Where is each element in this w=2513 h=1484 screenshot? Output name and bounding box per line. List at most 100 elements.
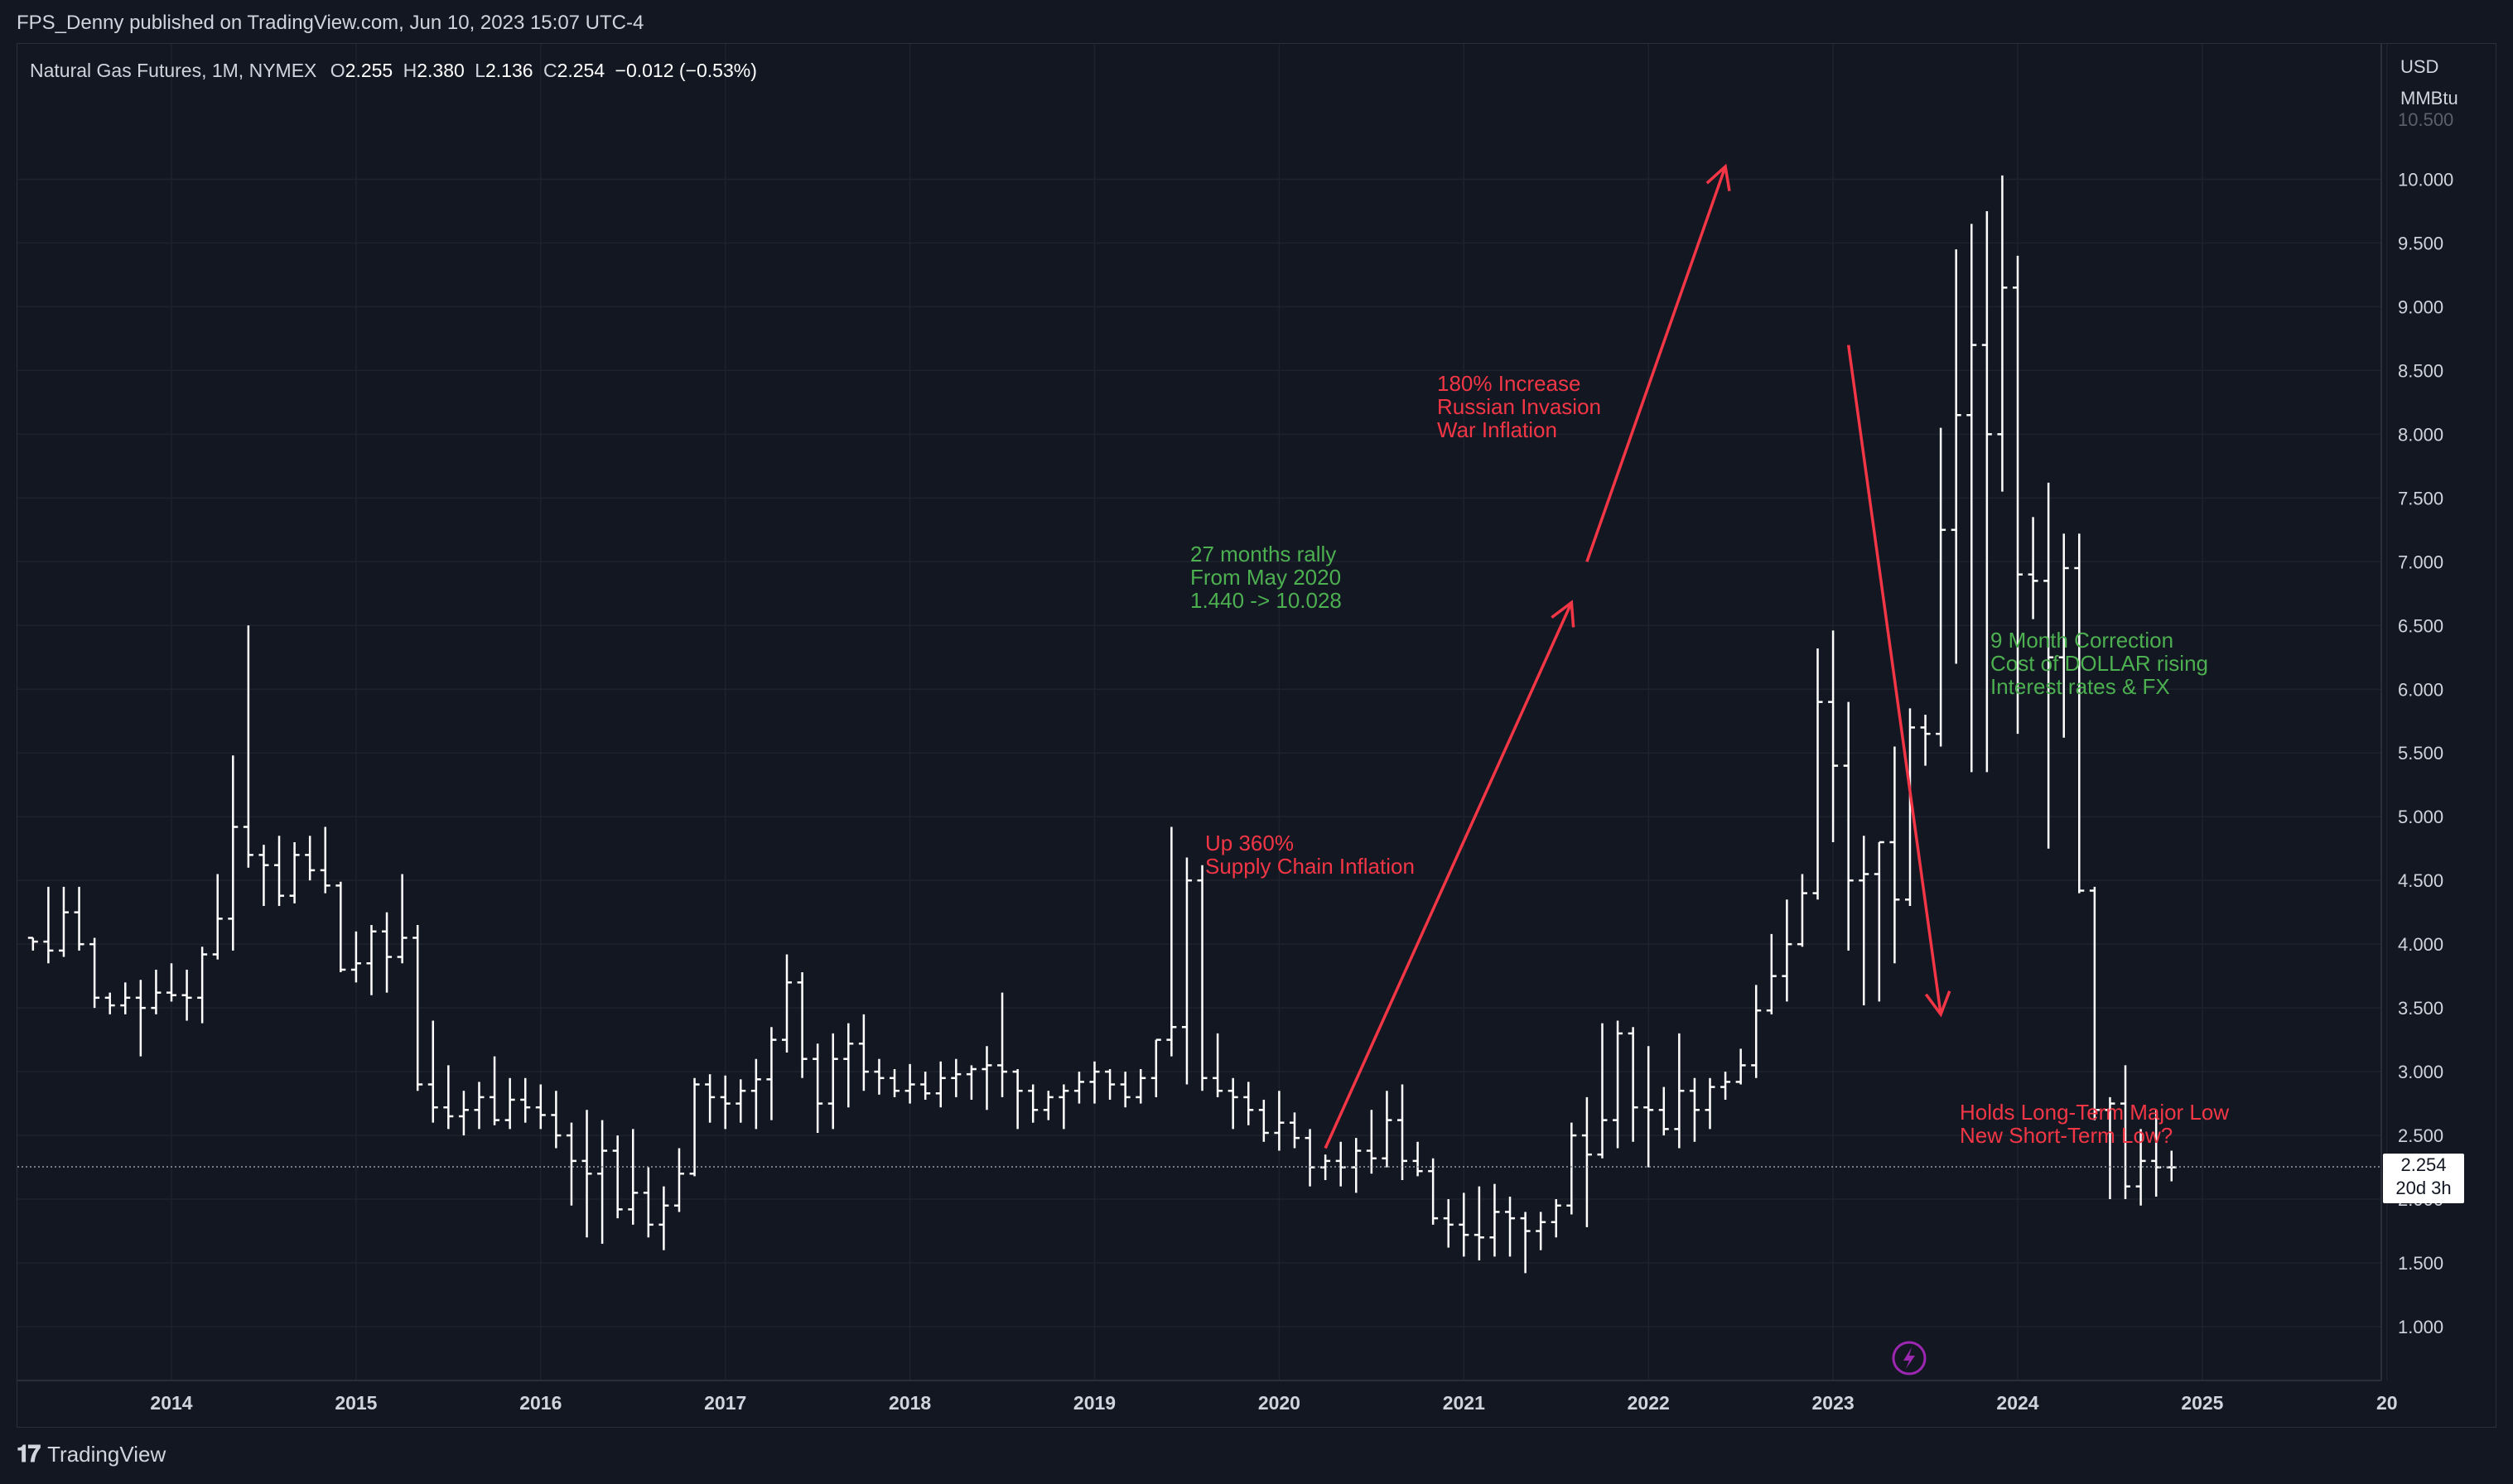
ohlc-bar[interactable] — [1459, 1192, 1469, 1257]
lightning-icon[interactable] — [1892, 1341, 1927, 1376]
ohlc-bar[interactable] — [1197, 865, 1208, 1091]
ohlc-bar[interactable] — [1181, 857, 1192, 1085]
ohlc-bar[interactable] — [766, 1027, 777, 1120]
ohlc-bar[interactable] — [1443, 1199, 1454, 1248]
ohlc-bar[interactable] — [2135, 1129, 2146, 1206]
ohlc-bar[interactable] — [643, 1167, 654, 1238]
ohlc-bar[interactable] — [843, 1023, 854, 1108]
annotation-arrow[interactable] — [1324, 600, 1575, 1149]
ohlc-bar[interactable] — [1812, 648, 1823, 900]
ohlc-bar[interactable] — [535, 1084, 546, 1130]
ohlc-bar[interactable] — [2166, 1150, 2177, 1182]
ohlc-bar[interactable] — [1920, 715, 1931, 766]
ohlc-bar[interactable] — [827, 1033, 838, 1130]
ohlc-bar[interactable] — [720, 1075, 731, 1130]
ohlc-bar[interactable] — [997, 992, 1008, 1097]
ohlc-bar[interactable] — [305, 836, 316, 881]
ohlc-bar[interactable] — [2120, 1065, 2131, 1200]
ohlc-bar[interactable] — [1551, 1199, 1561, 1238]
ohlc-bar[interactable] — [58, 886, 69, 957]
ohlc-bar[interactable] — [612, 1135, 623, 1219]
ohlc-bar[interactable] — [1889, 746, 1900, 964]
ohlc-bar[interactable] — [382, 912, 393, 993]
ohlc-bar[interactable] — [1536, 1212, 1546, 1250]
ohlc-bar[interactable] — [736, 1079, 746, 1123]
ohlc-bar[interactable] — [2089, 886, 2100, 1120]
ohlc-bar[interactable] — [1366, 1110, 1377, 1174]
annotation-text[interactable]: 180% Increase Russian Invasion War Inflati… — [1437, 371, 1601, 442]
ohlc-bar[interactable] — [1658, 1086, 1669, 1136]
ohlc-bar[interactable] — [1305, 1129, 1315, 1187]
ohlc-bar[interactable] — [427, 1020, 438, 1123]
ohlc-bar[interactable] — [1859, 836, 1869, 1006]
ohlc-bar[interactable] — [490, 1056, 500, 1125]
ohlc-bar[interactable] — [1797, 874, 1807, 947]
ohlc-bar[interactable] — [1428, 1158, 1439, 1225]
ohlc-bar[interactable] — [951, 1058, 962, 1097]
ohlc-bar[interactable] — [689, 1077, 700, 1177]
ohlc-bar[interactable] — [1289, 1112, 1300, 1149]
ohlc-bar[interactable] — [104, 992, 115, 1014]
ohlc-bar[interactable] — [1782, 899, 1792, 1002]
ohlc-bar[interactable] — [43, 886, 54, 964]
ohlc-bar[interactable] — [366, 925, 377, 995]
ohlc-bar[interactable] — [1874, 841, 1884, 1002]
ohlc-bar[interactable] — [1766, 933, 1777, 1014]
ohlc-bar[interactable] — [1105, 1069, 1116, 1100]
ohlc-bar[interactable] — [2028, 517, 2038, 619]
ohlc-bar[interactable] — [1566, 1122, 1577, 1215]
ohlc-bar[interactable] — [458, 1091, 469, 1136]
ohlc-bar[interactable] — [274, 836, 285, 906]
ohlc-bar[interactable] — [1351, 1138, 1362, 1193]
ohlc-bar[interactable] — [2043, 482, 2054, 849]
ohlc-bar[interactable] — [1397, 1084, 1407, 1180]
ohlc-bar[interactable] — [350, 931, 361, 983]
ohlc-bar[interactable] — [289, 841, 300, 903]
annotation-arrow[interactable] — [1846, 344, 1951, 1018]
ohlc-bar[interactable] — [1228, 1077, 1238, 1130]
ohlc-bar[interactable] — [151, 969, 162, 1014]
ohlc-bar[interactable] — [412, 925, 423, 1091]
ohlc-bar[interactable] — [1643, 1046, 1654, 1168]
ohlc-bar[interactable] — [1073, 1072, 1084, 1104]
ohlc-bar[interactable] — [1951, 249, 1961, 664]
ohlc-bar[interactable] — [982, 1046, 992, 1111]
ohlc-bar[interactable] — [243, 625, 253, 868]
ohlc-bar[interactable] — [197, 947, 208, 1024]
ohlc-bar[interactable] — [797, 972, 808, 1078]
ohlc-bar[interactable] — [1997, 175, 2008, 492]
ohlc-bar[interactable] — [1705, 1077, 1715, 1130]
ohlc-bar[interactable] — [89, 937, 100, 1009]
chart-frame[interactable] — [17, 43, 2496, 1428]
ohlc-bar[interactable] — [27, 937, 38, 951]
ohlc-bar[interactable] — [258, 845, 269, 906]
ohlc-bar[interactable] — [212, 874, 223, 960]
ohlc-bar[interactable] — [1213, 1033, 1223, 1097]
ohlc-bar[interactable] — [1843, 701, 1854, 951]
ohlc-bar[interactable] — [181, 969, 192, 1021]
ohlc-bar[interactable] — [782, 954, 792, 1053]
ohlc-bar[interactable] — [750, 1058, 761, 1130]
tradingview-logo-icon[interactable]: 𝟏𝟕 — [17, 1441, 41, 1467]
ohlc-bar[interactable] — [2058, 533, 2069, 738]
ohlc-bar[interactable] — [551, 1091, 562, 1149]
ohlc-bar[interactable] — [1613, 1020, 1623, 1149]
ohlc-bar[interactable] — [1505, 1196, 1516, 1257]
ohlc-bar[interactable] — [520, 1077, 531, 1123]
ohlc-bar[interactable] — [1828, 630, 1839, 842]
ohlc-bar[interactable] — [1258, 1099, 1269, 1142]
annotation-text[interactable]: Up 360% Supply Chain Inflation — [1205, 831, 1415, 879]
ohlc-bar[interactable] — [813, 1043, 823, 1133]
ohlc-bar[interactable] — [1166, 826, 1177, 1057]
symbol-name[interactable]: Natural Gas Futures, 1M, NYMEX — [30, 60, 317, 81]
ohlc-bar[interactable] — [1320, 1154, 1331, 1180]
annotation-text[interactable]: 27 months rally From May 2020 1.440 -> 10.… — [1190, 542, 1342, 613]
ohlc-bar[interactable] — [705, 1074, 716, 1123]
ohlc-bar[interactable] — [1581, 1096, 1592, 1227]
annotation-text[interactable]: 9 Month Correction Cost of DOLLAR rising I… — [1990, 628, 2208, 699]
ohlc-bar[interactable] — [858, 1014, 869, 1091]
ohlc-bar[interactable] — [1059, 1084, 1069, 1130]
ohlc-bar[interactable] — [1136, 1069, 1146, 1104]
ohlc-bar[interactable] — [1720, 1072, 1731, 1100]
ohlc-bar[interactable] — [673, 1148, 684, 1212]
